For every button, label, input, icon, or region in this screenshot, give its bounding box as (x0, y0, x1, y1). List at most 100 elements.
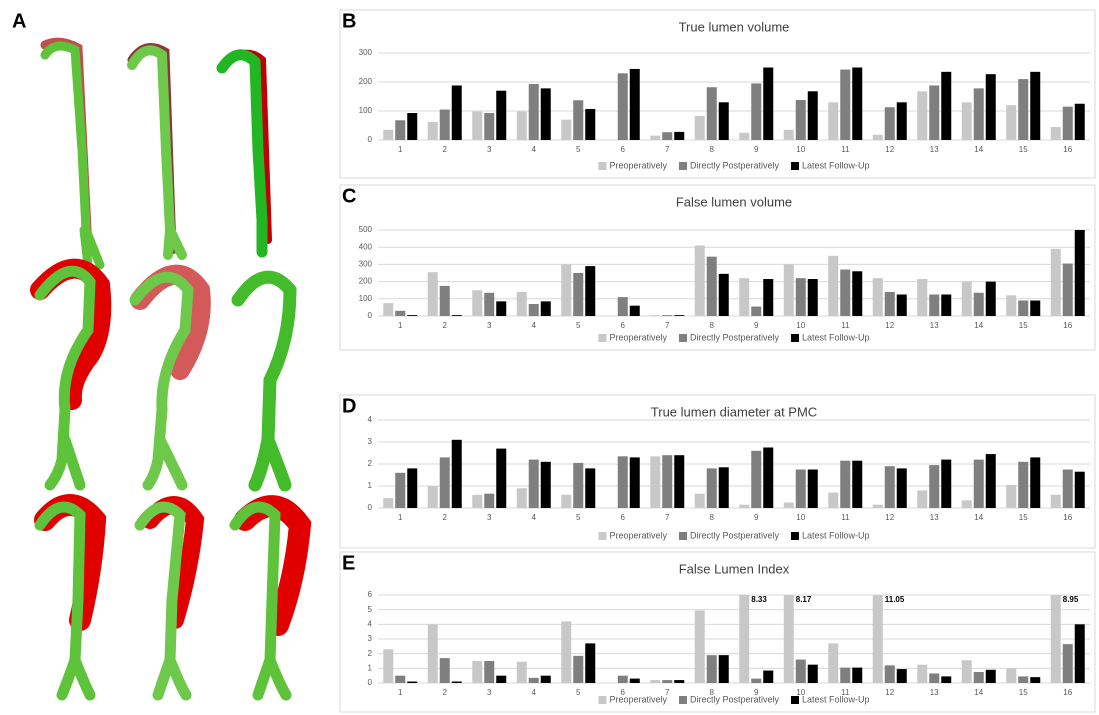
x-tick-label: 1 (398, 321, 403, 330)
bar (383, 129, 394, 140)
bar (451, 439, 462, 508)
bar (751, 678, 762, 683)
legend-label: Directly Postperatively (690, 694, 780, 704)
bar (783, 264, 794, 316)
bar (472, 494, 483, 508)
bar (407, 681, 418, 683)
bar (917, 664, 928, 683)
x-tick-label: 6 (621, 513, 626, 522)
bar (1006, 668, 1017, 683)
x-tick-label: 10 (796, 688, 805, 697)
bar (973, 459, 984, 508)
bars (383, 439, 1085, 508)
chart-title: True lumen volume (679, 19, 790, 34)
bar (852, 67, 863, 140)
bar (484, 661, 495, 683)
bar (585, 643, 596, 683)
x-tick-label: 7 (665, 321, 670, 330)
y-tick-label: 100 (359, 106, 373, 115)
bar (739, 278, 750, 316)
bar (718, 102, 729, 140)
legend-swatch (678, 532, 687, 540)
bar (472, 290, 483, 316)
bar (472, 661, 483, 683)
bar (662, 680, 673, 683)
y-tick-label: 0 (368, 503, 373, 512)
chart-frame (339, 551, 1096, 713)
bar (629, 678, 640, 683)
y-tick-label: 200 (359, 277, 373, 286)
x-tick-label: 1 (398, 145, 403, 154)
bar (795, 99, 806, 140)
bar (573, 462, 584, 508)
bar (941, 71, 952, 140)
bar (1018, 461, 1029, 508)
true-lumen (129, 271, 194, 491)
data-label: 8.95 (1063, 595, 1079, 604)
bar (718, 655, 729, 683)
bar (694, 115, 705, 140)
bar (694, 493, 705, 508)
bar (617, 675, 628, 683)
bar (872, 134, 883, 140)
bar (650, 680, 661, 683)
bar (407, 113, 418, 140)
y-tick-label: 4 (368, 619, 373, 628)
bar (1074, 103, 1085, 140)
bar (795, 469, 806, 508)
x-tick-label: 5 (576, 145, 581, 154)
true-lumen (134, 501, 192, 701)
bar (929, 465, 940, 508)
true-lumen (40, 41, 105, 270)
true-lumen (229, 501, 292, 701)
chart-frame (339, 9, 1096, 179)
legend-swatch (598, 334, 607, 342)
bar (795, 659, 806, 683)
legend-label: Preoperatively (609, 332, 667, 342)
bar (1062, 644, 1073, 683)
legend-swatch (598, 696, 607, 704)
bar (739, 132, 750, 140)
panel-label: B (342, 10, 356, 32)
bar (896, 468, 907, 508)
x-tick-label: 2 (443, 321, 448, 330)
chart-frame (339, 184, 1096, 351)
x-tick-label: 8 (710, 145, 715, 154)
bar (674, 315, 685, 316)
x-tick-label: 16 (1063, 321, 1072, 330)
legend-swatch (791, 334, 800, 342)
x-tick-label: 9 (754, 145, 759, 154)
bar (496, 301, 507, 316)
data-label: 11.05 (885, 595, 905, 604)
bar (828, 102, 839, 140)
legend-label: Latest Follow-Up (802, 530, 870, 540)
bars (383, 67, 1085, 140)
bar (1074, 230, 1085, 316)
bar (674, 680, 685, 683)
bar (383, 303, 394, 316)
bar (751, 306, 762, 316)
bar (840, 460, 851, 508)
legend-swatch (678, 162, 687, 170)
bar (1050, 248, 1061, 316)
bar (516, 291, 527, 316)
bar (718, 467, 729, 508)
bar (1074, 624, 1085, 683)
true-lumen (231, 270, 297, 492)
bar (884, 291, 895, 316)
bar (617, 456, 628, 508)
legend-label: Preoperatively (609, 530, 667, 540)
bar (484, 292, 495, 316)
legend-swatch (678, 334, 687, 342)
bar (706, 468, 717, 508)
x-tick-label: 10 (796, 145, 805, 154)
aorta-renders (30, 37, 312, 701)
bar (650, 135, 661, 140)
x-tick-label: 6 (621, 145, 626, 154)
x-tick-label: 12 (885, 145, 894, 154)
bar (783, 129, 794, 140)
chart-frame (339, 394, 1096, 549)
bar (561, 621, 572, 683)
bar (751, 450, 762, 508)
bar (528, 459, 539, 508)
